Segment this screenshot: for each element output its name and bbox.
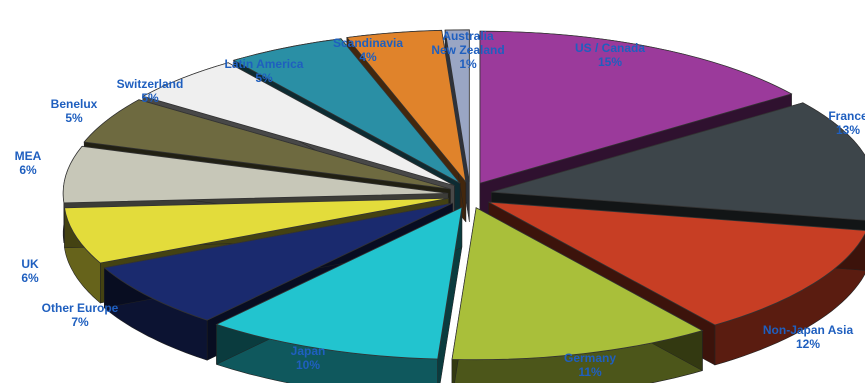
- slice-label: Latin America 5%: [225, 57, 304, 85]
- slice-percent: 4%: [359, 50, 377, 64]
- pie-slice-mea: [62, 145, 449, 204]
- slice-label: Japan 10%: [291, 344, 326, 372]
- slice-label: Benelux 5%: [51, 97, 98, 125]
- slice-label: Non-Japan Asia 12%: [763, 323, 854, 351]
- slice-percent: 11%: [578, 365, 602, 379]
- slice-label: France 13%: [828, 109, 865, 137]
- slice-name: MEA: [15, 149, 42, 163]
- slice-label: Scandinavia 4%: [333, 36, 403, 64]
- pie-slice-us-canada: [479, 30, 793, 184]
- pie-slice-france: [491, 102, 865, 221]
- pie-top-layer: [62, 29, 865, 361]
- slice-label: Germany 11%: [564, 351, 616, 379]
- slice-label: Other Europe 7%: [42, 301, 119, 329]
- slice-percent: 10%: [296, 358, 320, 372]
- pie-slice-scandinavia: [346, 29, 467, 184]
- slice-percent: 6%: [21, 271, 39, 285]
- slice-label: UK 6%: [21, 257, 39, 285]
- slice-name: Other Europe: [42, 301, 119, 315]
- slice-percent: 13%: [836, 123, 860, 137]
- slice-name: Germany: [564, 351, 616, 365]
- slice-name: UK: [21, 257, 39, 271]
- pie-slice-latin-america: [232, 38, 461, 184]
- pie-slice-germany: [451, 207, 704, 361]
- slice-name: Benelux: [51, 97, 98, 111]
- pie-slice-uk: [64, 197, 449, 264]
- slice-name: US / Canada: [575, 41, 645, 55]
- slice-percent: 1%: [459, 57, 477, 71]
- slice-name: Non-Japan Asia: [763, 323, 854, 337]
- slice-percent: 7%: [71, 315, 89, 329]
- pie-slice-non-japan-asia: [488, 201, 865, 326]
- slice-name: France: [828, 109, 865, 123]
- pie-slice-australia-new-zealand: [444, 29, 470, 182]
- slice-name: Scandinavia: [333, 36, 403, 50]
- slice-name: New Zealand: [431, 43, 504, 57]
- pie-slice-benelux: [83, 99, 451, 190]
- pie-slice-other-europe: [103, 202, 453, 321]
- pie-slice-switzerland: [141, 62, 455, 187]
- slice-label: Switzerland 5%: [117, 77, 184, 105]
- slice-percent: 5%: [141, 91, 159, 105]
- slice-percent: 12%: [796, 337, 820, 351]
- slice-name: Japan: [291, 344, 326, 358]
- slice-label: US / Canada 15%: [575, 41, 645, 69]
- slice-percent: 6%: [19, 163, 37, 177]
- pie-slice-japan: [215, 206, 463, 360]
- slice-name: Latin America: [225, 57, 304, 71]
- slice-name: Switzerland: [117, 77, 184, 91]
- slice-percent: 15%: [598, 55, 622, 69]
- slice-percent: 5%: [255, 71, 273, 85]
- pie-label-layer: US / Canada 15% France 13% Non-Japan Asia 12%…: [15, 29, 865, 379]
- slice-percent: 5%: [65, 111, 83, 125]
- slice-label: Australia New Zealand 1%: [431, 29, 504, 71]
- slice-label: MEA 6%: [15, 149, 42, 177]
- slice-name: Australia: [442, 29, 494, 43]
